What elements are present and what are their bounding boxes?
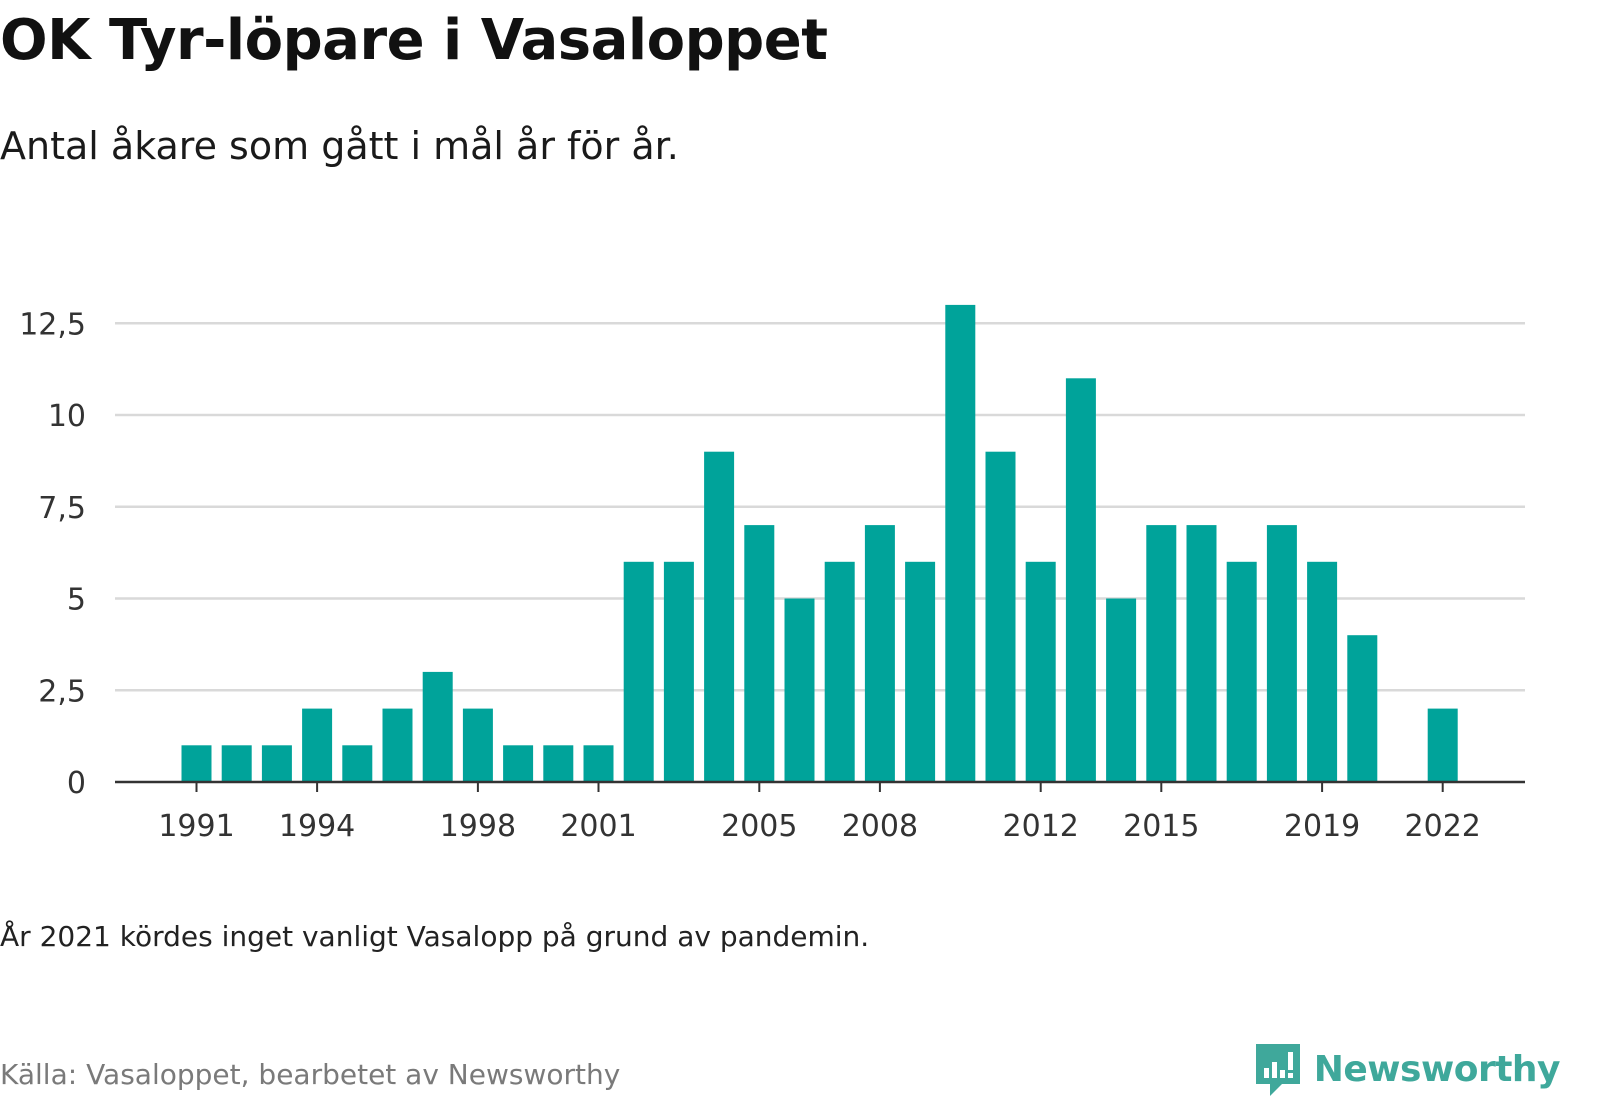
y-tick-label: 10 [48, 399, 86, 434]
x-tick-label: 2012 [1003, 809, 1079, 844]
bar-2013 [1065, 378, 1096, 782]
bar-2007 [824, 561, 855, 782]
bar-2019 [1307, 561, 1338, 782]
bar-1992 [221, 745, 252, 782]
bar-1997 [422, 671, 453, 782]
source-credit: Källa: Vasaloppet, bearbetet av Newswort… [0, 1058, 621, 1091]
bar-1993 [261, 745, 292, 782]
bar-2015 [1146, 525, 1177, 782]
y-tick-label: 2,5 [38, 674, 86, 709]
bar-1999 [503, 745, 534, 782]
bar-2000 [543, 745, 574, 782]
bar-2018 [1266, 525, 1297, 782]
bar-1991 [181, 745, 212, 782]
newsworthy-logo-icon [1255, 1044, 1300, 1096]
x-tick-label: 2005 [721, 809, 797, 844]
bar-2010 [945, 304, 976, 782]
bar-2014 [1106, 598, 1137, 782]
bar-2020 [1347, 635, 1378, 782]
newsworthy-logo: Newsworthy [1252, 1040, 1561, 1098]
bar-1994 [302, 708, 333, 782]
bar-2001 [583, 745, 614, 782]
y-tick-label: 5 [67, 583, 86, 618]
bar-1998 [462, 708, 493, 782]
y-tick-label: 7,5 [38, 491, 86, 526]
bar-2017 [1226, 561, 1257, 782]
bar-2005 [744, 525, 775, 782]
y-tick-label: 0 [67, 766, 86, 801]
x-tick-label: 2022 [1405, 809, 1481, 844]
x-tick-label: 1994 [279, 809, 355, 844]
bar-2012 [1025, 561, 1056, 782]
bar-2009 [905, 561, 936, 782]
bar-chart: 0 2,5 5 7,5 10 12,5 1991 1994 1998 2001 2005 2008 20… [19, 304, 1525, 844]
bar-2016 [1186, 525, 1217, 782]
x-tick-label: 1991 [158, 809, 234, 844]
bar-2008 [864, 525, 895, 782]
x-tick-label: 2019 [1284, 809, 1360, 844]
bar-1995 [342, 745, 373, 782]
x-tick-label: 2015 [1123, 809, 1199, 844]
bar-2002 [623, 561, 654, 782]
chart-note: År 2021 kördes inget vanligt Vasalopp på… [0, 920, 870, 953]
bar-2022 [1427, 708, 1458, 782]
bar-1996 [382, 708, 413, 782]
newsworthy-logo-text: Newsworthy [1313, 1048, 1561, 1090]
chart-title: OK Tyr-löpare i Vasaloppet [0, 8, 828, 73]
bar-2003 [663, 561, 694, 782]
y-tick-label: 12,5 [19, 307, 86, 342]
x-tick-label: 2001 [560, 809, 636, 844]
bar-2004 [704, 451, 735, 782]
chart-subtitle: Antal åkare som gått i mål år för år. [0, 124, 679, 168]
bar-2011 [985, 451, 1016, 782]
x-tick-label: 1998 [440, 809, 516, 844]
x-tick-label: 2008 [842, 809, 918, 844]
bar-2006 [784, 598, 815, 782]
